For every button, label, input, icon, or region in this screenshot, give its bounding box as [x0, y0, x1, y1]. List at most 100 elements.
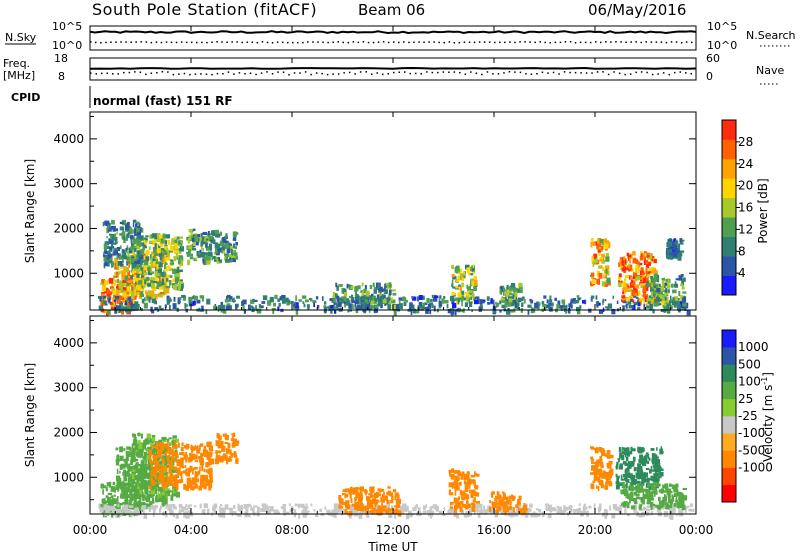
power-cell [514, 291, 518, 297]
velocity-cell [468, 490, 472, 494]
velocity-cell [522, 505, 527, 509]
nave-point [585, 72, 588, 74]
velocity-cell [171, 440, 176, 446]
power-cell [192, 295, 195, 300]
power-cell [418, 302, 423, 308]
power-cell [112, 225, 116, 232]
velocity-cell [224, 441, 229, 445]
nsearch-point [342, 41, 344, 44]
power-cell [679, 302, 684, 308]
velocity-cell [640, 483, 644, 490]
velocity-cell [359, 498, 363, 505]
velocity-cell [623, 490, 629, 496]
velocity-cell [142, 495, 145, 502]
velocity-cell [425, 504, 427, 508]
velocity-cell [675, 493, 678, 500]
velocity-cell [470, 492, 474, 499]
velocity-cell [369, 499, 373, 505]
power-cell [192, 237, 195, 243]
velocity-cell [596, 459, 601, 464]
velocity-cell [629, 492, 634, 499]
power-cell [228, 299, 231, 302]
velocity-cell [146, 492, 149, 497]
power-cell [216, 259, 219, 264]
power-cell [590, 272, 595, 277]
power-cell [232, 231, 237, 237]
velocity-cell [145, 468, 148, 474]
velocity-cell [131, 451, 135, 457]
velocity-cell [173, 452, 178, 456]
power-cell [233, 256, 236, 258]
velocity-cell [522, 508, 527, 514]
power-cell [135, 255, 139, 260]
velocity-heatmap [98, 432, 695, 520]
velocity-cell [194, 471, 197, 476]
power-cell [597, 249, 601, 253]
velocity-cell [162, 460, 165, 464]
velocity-cell [356, 505, 361, 511]
power-cell [103, 243, 107, 250]
power-cell [144, 297, 146, 302]
power-cell [660, 295, 664, 299]
velocity-cell [366, 496, 370, 501]
nsearch-point [534, 41, 536, 44]
power-cell [211, 256, 214, 261]
velocity-cell [122, 495, 126, 498]
velocity-cell [152, 476, 156, 482]
power-cell [115, 297, 118, 301]
velocity-cell [200, 474, 205, 480]
power-cell [180, 260, 183, 266]
power-cell [654, 298, 657, 304]
velocity-cell [161, 477, 166, 482]
power-cell [205, 246, 210, 251]
power-cell [513, 296, 516, 300]
power-cell [116, 231, 119, 235]
velocity-cell [669, 506, 674, 511]
nave-point [514, 71, 516, 73]
power-cell [131, 278, 134, 284]
velocity-cell [156, 455, 160, 459]
velocity-cell [223, 512, 226, 518]
power-cell [597, 238, 600, 244]
velocity-cell [122, 505, 126, 512]
velocity-cell [128, 463, 131, 467]
velocity-cell [224, 433, 227, 439]
power-cell [242, 299, 247, 303]
velocity-cell [338, 504, 342, 509]
velocity-cell [199, 478, 205, 484]
power-cell [465, 295, 469, 302]
power-cell [284, 297, 289, 303]
power-cell [648, 254, 653, 260]
power-cell [131, 270, 135, 274]
power-cell [107, 262, 110, 267]
power-cell [628, 255, 630, 262]
velocity-cell [230, 452, 234, 458]
velocity-cell [165, 513, 168, 518]
velocity-cell [175, 513, 179, 519]
power-cell [350, 285, 354, 289]
power-cell [426, 307, 430, 311]
power-cell [651, 267, 655, 270]
velocity-cell [653, 494, 656, 497]
velocity-cell [384, 506, 386, 512]
power-cell [630, 296, 633, 299]
velocity-cell [144, 466, 147, 471]
power-cell [221, 246, 226, 251]
nave-point [481, 73, 483, 76]
power-cell [472, 264, 475, 269]
power-cell [154, 236, 158, 240]
power-cell [534, 302, 539, 309]
power-cell [335, 293, 338, 298]
power-cell [621, 298, 625, 303]
power-cell [607, 241, 611, 248]
power-cell [423, 295, 425, 300]
power-cell [118, 295, 123, 300]
velocity-cell [169, 477, 172, 483]
power-cell [139, 285, 144, 289]
power-cell [222, 236, 225, 241]
velocity-cell [506, 499, 510, 505]
velocity-cell [518, 495, 522, 501]
velocity-cell [172, 483, 176, 488]
nsearch-point [665, 41, 668, 44]
velocity-cell [652, 457, 656, 460]
